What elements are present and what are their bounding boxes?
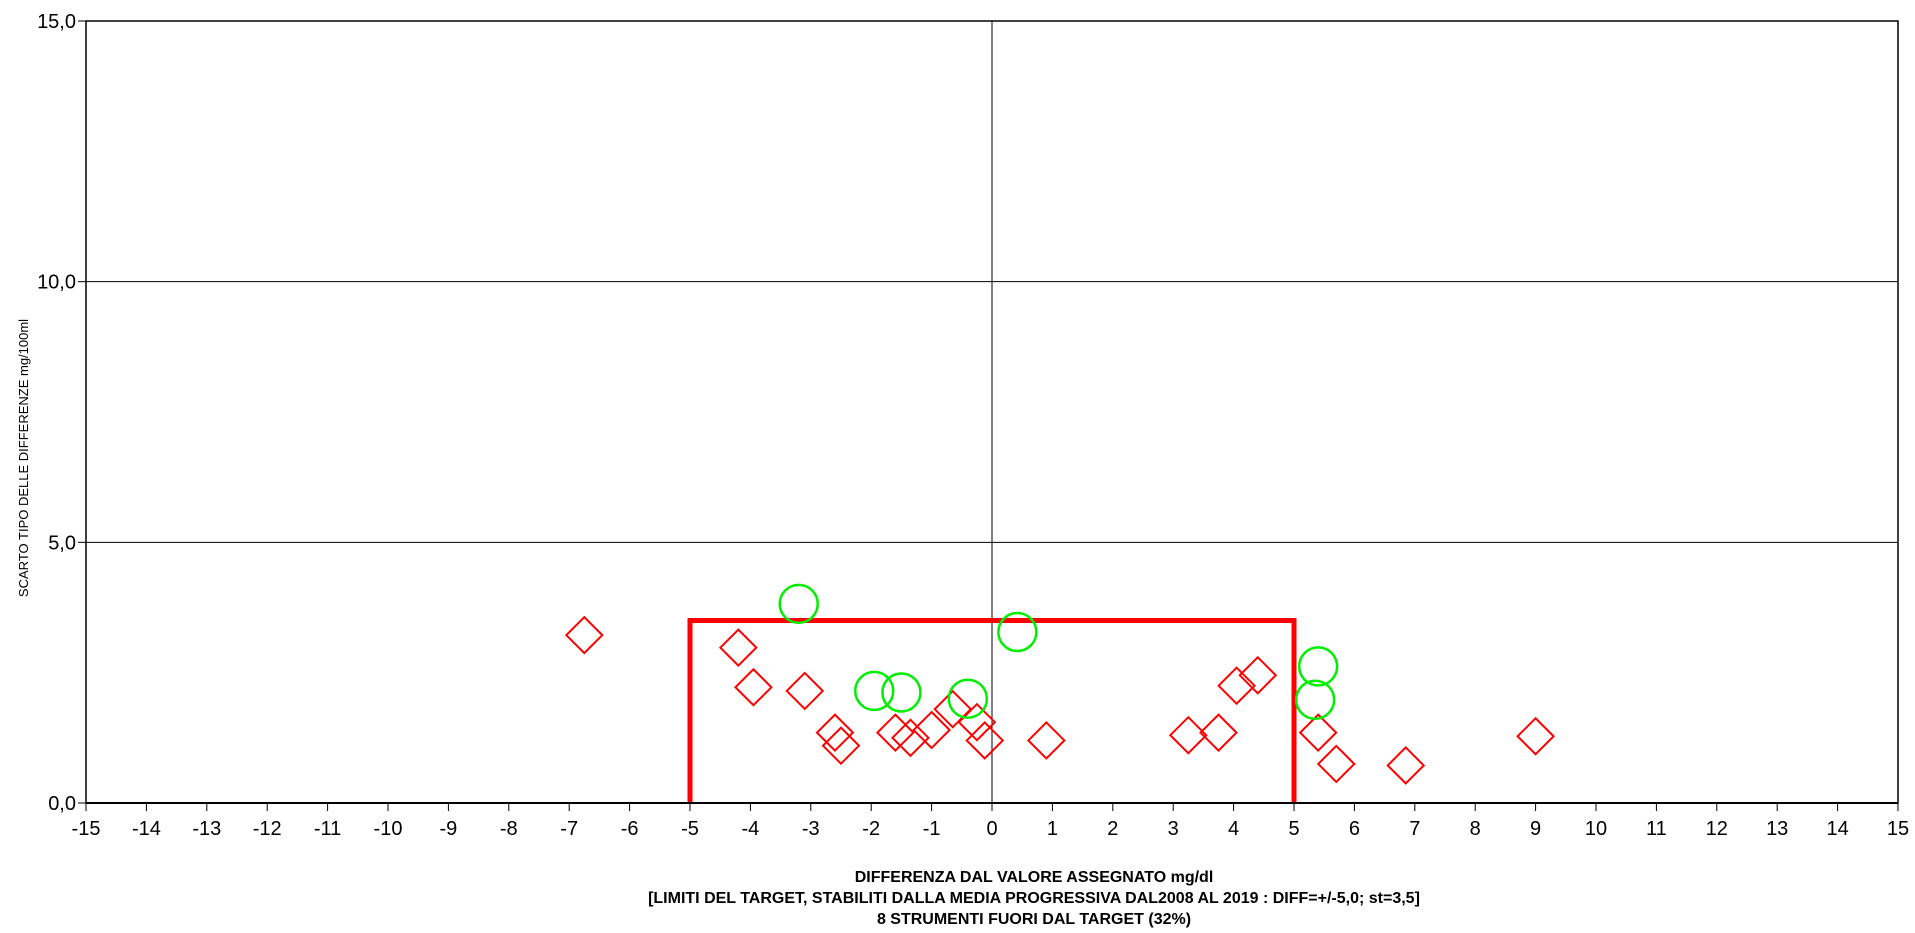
x-tick-label: -12 bbox=[253, 818, 282, 840]
circle-point bbox=[1294, 679, 1336, 721]
diamond-point bbox=[1516, 716, 1556, 756]
diamond-point bbox=[933, 689, 973, 729]
circle-point bbox=[1297, 646, 1339, 687]
x-tick-label: 3 bbox=[1168, 818, 1179, 840]
x-tick-label: -9 bbox=[440, 818, 458, 840]
x-tick-label: -13 bbox=[192, 818, 221, 840]
x-tick-label: -1 bbox=[923, 818, 941, 840]
x-tick-label: 10 bbox=[1585, 818, 1607, 840]
diamond-point bbox=[1199, 713, 1238, 753]
x-tick-label: -14 bbox=[132, 818, 161, 840]
diamond-point bbox=[785, 671, 825, 711]
target-limits-note: [LIMITI DEL TARGET, STABILITI DALLA MEDI… bbox=[648, 890, 1420, 907]
x-tick-labels: -15 -14 -13 -12 -11 -10 -9 -8 -7 -6 -5 -4 -3 -2 -1 0 1 2 3… bbox=[72, 818, 1910, 840]
x-tick-label: 0 bbox=[986, 818, 997, 840]
diamond-point bbox=[1298, 713, 1338, 753]
y-tick-label: 0,0 bbox=[48, 793, 76, 815]
y-axis-label: SCARTO TIPO DELLE DIFFERENZE mg/100ml bbox=[16, 319, 31, 597]
x-tick-label: 9 bbox=[1530, 818, 1541, 840]
x-tick-label: -4 bbox=[742, 818, 760, 840]
x-tick-label: 4 bbox=[1228, 818, 1239, 840]
x-tick-label: 15 bbox=[1887, 818, 1909, 840]
diamond-point bbox=[718, 628, 758, 668]
x-tick-label: 11 bbox=[1646, 818, 1667, 840]
diamond-point bbox=[1238, 655, 1278, 695]
grid-lines bbox=[86, 21, 1898, 803]
data-points bbox=[564, 583, 1556, 785]
x-tick-label: 1 bbox=[1047, 818, 1058, 840]
axes bbox=[78, 20, 1899, 811]
x-axis-label: DIFFERENZA DAL VALORE ASSEGNATO mg/dl bbox=[855, 869, 1214, 886]
diamond-point bbox=[957, 702, 997, 742]
out-of-target-summary: 8 STRUMENTI FUORI DAL TARGET (32%) bbox=[877, 911, 1191, 928]
x-tick-label: 14 bbox=[1826, 818, 1848, 840]
x-tick-label: -15 bbox=[72, 818, 101, 840]
diamond-point bbox=[815, 713, 855, 753]
diamond-point bbox=[1386, 746, 1426, 785]
y-tick-label: 15,0 bbox=[37, 11, 76, 33]
circle-point bbox=[881, 672, 922, 713]
diamond-point bbox=[564, 615, 604, 655]
y-tick-labels: 0,0 5,0 10,0 15,0 bbox=[37, 11, 76, 815]
x-tick-label: 7 bbox=[1409, 818, 1420, 840]
diamond-point bbox=[821, 726, 861, 766]
x-tick-label: 2 bbox=[1107, 818, 1118, 840]
x-tick-label: 5 bbox=[1288, 818, 1299, 840]
diamond-point bbox=[1168, 715, 1208, 755]
circle-point bbox=[778, 583, 819, 625]
x-tick-label: -11 bbox=[314, 818, 341, 840]
circle-point bbox=[997, 611, 1038, 653]
diamond-point bbox=[965, 721, 1005, 760]
target-limit-line bbox=[687, 618, 1297, 803]
diamond-point bbox=[891, 718, 930, 758]
diamond-point bbox=[1026, 721, 1066, 760]
diamond-point bbox=[912, 710, 952, 750]
x-tick-label: -8 bbox=[500, 818, 518, 840]
x-tick-label: 8 bbox=[1470, 818, 1481, 840]
x-tick-label: 12 bbox=[1706, 818, 1728, 840]
x-tick-label: -2 bbox=[862, 818, 880, 840]
x-tick-label: -6 bbox=[621, 818, 639, 840]
y-tick-label: 5,0 bbox=[48, 532, 76, 554]
circle-point bbox=[853, 670, 895, 712]
x-tick-label: -5 bbox=[681, 818, 699, 840]
diamond-point bbox=[734, 667, 773, 707]
diamond-point bbox=[875, 713, 915, 753]
target-box bbox=[687, 618, 1297, 803]
diamond-point bbox=[1316, 744, 1356, 784]
circle-point bbox=[947, 678, 989, 719]
x-tick-label: -3 bbox=[802, 818, 820, 840]
x-tick-label: -7 bbox=[560, 818, 578, 840]
diamond-point bbox=[1217, 666, 1257, 706]
x-tick-label: 6 bbox=[1349, 818, 1360, 840]
x-tick-label: -10 bbox=[374, 818, 403, 840]
y-tick-label: 10,0 bbox=[37, 272, 76, 294]
x-tick-label: 13 bbox=[1766, 818, 1788, 840]
